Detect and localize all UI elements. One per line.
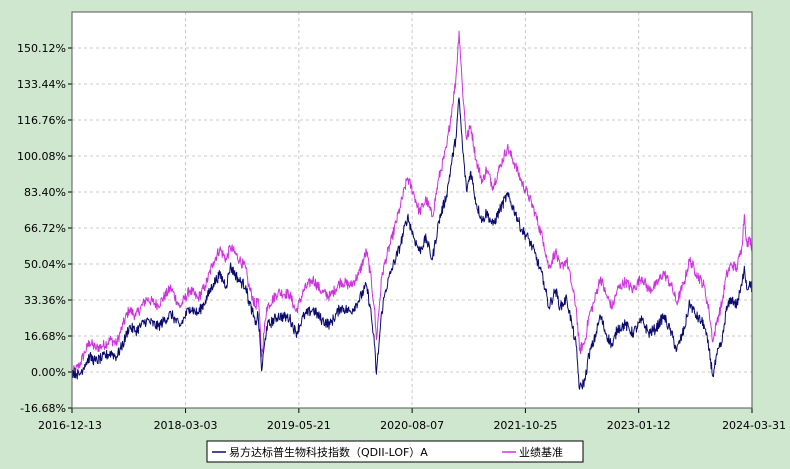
y-tick-label: 100.08% <box>17 150 66 163</box>
x-tick-label: 2024-03-31 <box>722 419 786 432</box>
series-line-fund <box>71 97 753 390</box>
y-tick-label: 66.72% <box>24 222 66 235</box>
y-tick-label: 150.12% <box>17 42 66 55</box>
axes <box>68 11 753 413</box>
x-tick-label: 2019-05-21 <box>267 419 331 432</box>
x-tick-label: 2021-10-25 <box>493 419 557 432</box>
y-tick-label: 116.76% <box>17 114 66 127</box>
x-tick-label: 2018-03-03 <box>154 419 218 432</box>
plot-border <box>71 11 753 409</box>
series-lines <box>71 30 753 390</box>
x-tick-label: 2023-01-12 <box>607 419 671 432</box>
y-tick-label: 83.40% <box>24 186 66 199</box>
y-tick-label: 16.68% <box>24 330 66 343</box>
y-tick-label: 0.00% <box>31 366 66 379</box>
series-line-benchmark <box>71 30 753 375</box>
x-tick-label: 2016-12-13 <box>38 419 102 432</box>
y-tick-label: 133.44% <box>17 78 66 91</box>
x-tick-labels: 2016-12-13 2018-03-03 2019-05-21 2020-08-07… <box>38 419 786 432</box>
legend-benchmark-label: 业绩基准 <box>519 446 563 459</box>
legend-box <box>206 440 584 463</box>
y-tick-label: -16.68% <box>20 402 66 415</box>
y-tick-labels: -16.68% 0.00% 16.68% 33.36% 50.04% 66.72% 83.4… <box>17 42 66 415</box>
legend: 易方达标普生物科技指数（QDII-LOF）A 业绩基准 <box>206 440 584 463</box>
legend-fund-label: 易方达标普生物科技指数（QDII-LOF）A <box>229 445 428 459</box>
y-tick-label: 50.04% <box>24 258 66 271</box>
y-tick-label: 33.36% <box>24 294 66 307</box>
x-tick-label: 2020-08-07 <box>380 419 444 432</box>
